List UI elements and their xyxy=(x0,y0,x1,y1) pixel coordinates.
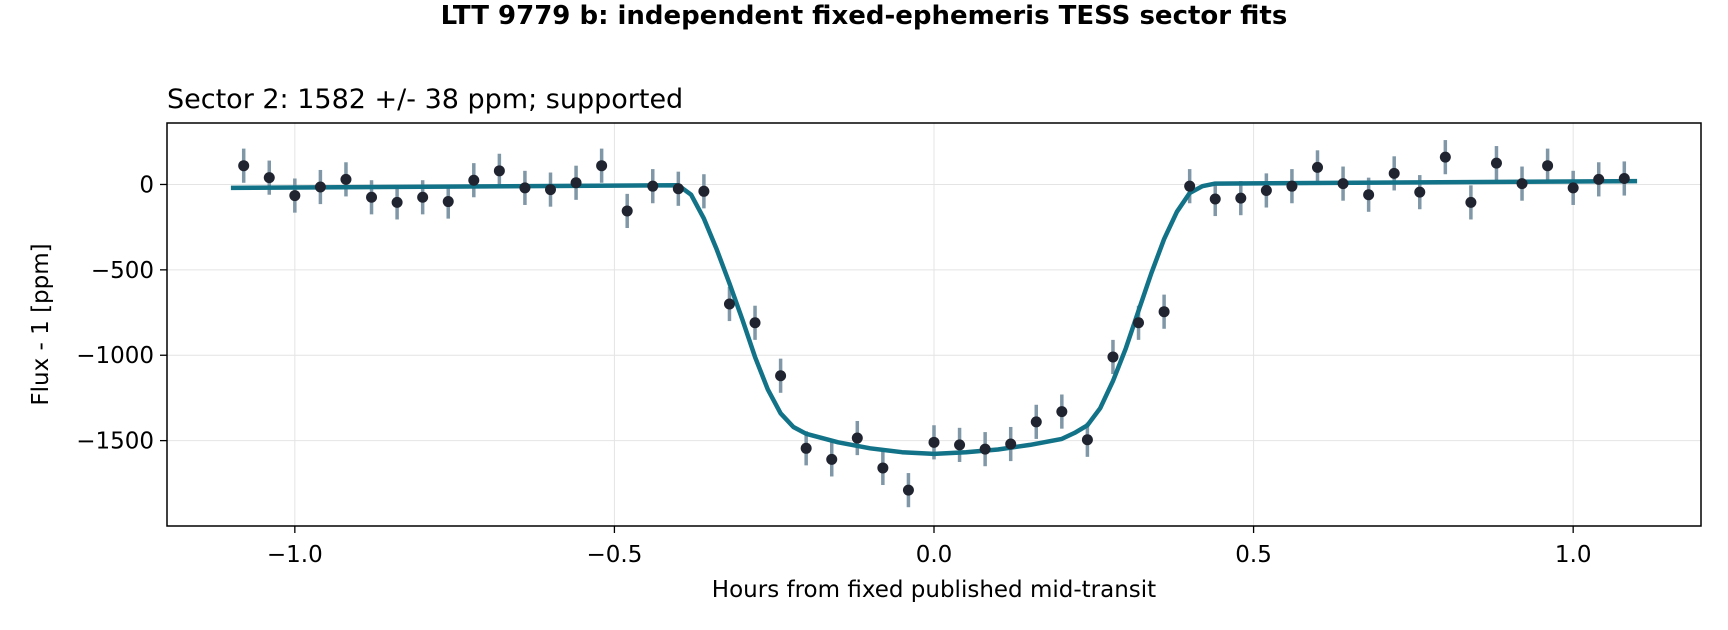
data-point xyxy=(289,190,301,202)
data-point xyxy=(723,298,735,310)
data-point xyxy=(1158,306,1170,318)
data-point xyxy=(1286,180,1298,192)
data-point xyxy=(851,432,863,444)
data-point xyxy=(621,205,633,217)
data-point xyxy=(775,370,787,382)
data-point xyxy=(238,160,250,172)
data-point xyxy=(698,185,710,197)
y-axis: 0 −500 −1000 −1500 xyxy=(76,172,167,455)
x-axis-label: Hours from fixed published mid-transit xyxy=(712,577,1156,603)
data-point xyxy=(1260,184,1272,196)
model-curve xyxy=(230,178,1638,457)
data-point xyxy=(1184,180,1196,192)
y-tick-label: −500 xyxy=(91,258,154,284)
data-point xyxy=(1388,167,1400,179)
data-point xyxy=(928,436,940,448)
data-point xyxy=(1490,157,1502,169)
data-points xyxy=(238,151,1630,496)
y-axis-label: Flux - 1 [ppm] xyxy=(28,243,54,405)
data-point xyxy=(1593,173,1605,185)
data-point xyxy=(570,177,582,189)
x-tick-label: 0.5 xyxy=(1235,542,1272,568)
data-point xyxy=(391,196,403,208)
data-point xyxy=(1030,416,1042,428)
data-point xyxy=(366,191,378,203)
x-axis: −1.0 −0.5 0.0 0.5 1.0 xyxy=(267,526,1592,568)
data-point xyxy=(1567,182,1579,194)
data-point xyxy=(1107,351,1119,363)
data-point xyxy=(647,180,659,192)
data-point xyxy=(1005,438,1017,450)
data-point xyxy=(826,453,838,465)
data-point xyxy=(1337,178,1349,190)
data-point xyxy=(314,181,326,193)
data-point xyxy=(1235,192,1247,204)
data-point xyxy=(442,196,454,208)
data-point xyxy=(1465,196,1477,208)
data-point xyxy=(979,443,991,455)
data-point xyxy=(545,184,556,196)
data-point xyxy=(340,173,352,185)
data-point xyxy=(493,165,505,177)
data-point xyxy=(954,439,966,451)
data-point xyxy=(672,183,684,195)
x-tick-label: 0.0 xyxy=(916,542,953,568)
data-point xyxy=(1439,151,1451,163)
x-tick-label: −1.0 xyxy=(267,542,323,568)
data-point xyxy=(519,182,531,194)
data-point xyxy=(800,442,812,454)
y-tick-label: 0 xyxy=(139,172,154,198)
x-tick-label: −0.5 xyxy=(586,542,642,568)
x-tick-label: 1.0 xyxy=(1555,542,1592,568)
model-line xyxy=(230,178,1638,457)
data-point xyxy=(1209,193,1221,205)
data-point xyxy=(263,172,275,184)
data-point xyxy=(1312,161,1323,173)
data-point xyxy=(902,484,914,496)
data-point xyxy=(1363,189,1375,201)
data-point xyxy=(1516,178,1528,190)
data-point xyxy=(877,462,889,474)
data-point xyxy=(1618,172,1630,184)
data-point xyxy=(417,191,429,203)
figure-title: LTT 9779 b: independent fixed-ephemeris … xyxy=(441,1,1288,31)
data-point xyxy=(749,317,761,329)
y-tick-label: −1000 xyxy=(76,343,154,369)
data-point xyxy=(1133,317,1145,329)
data-point xyxy=(596,160,608,172)
data-point xyxy=(1056,406,1068,418)
chart-title: Sector 2: 1582 +/- 38 ppm; supported xyxy=(167,84,683,115)
data-point xyxy=(1081,434,1093,446)
data-point xyxy=(1414,186,1426,198)
data-point xyxy=(468,174,480,186)
y-tick-label: −1500 xyxy=(76,429,154,455)
data-point xyxy=(1542,160,1554,172)
